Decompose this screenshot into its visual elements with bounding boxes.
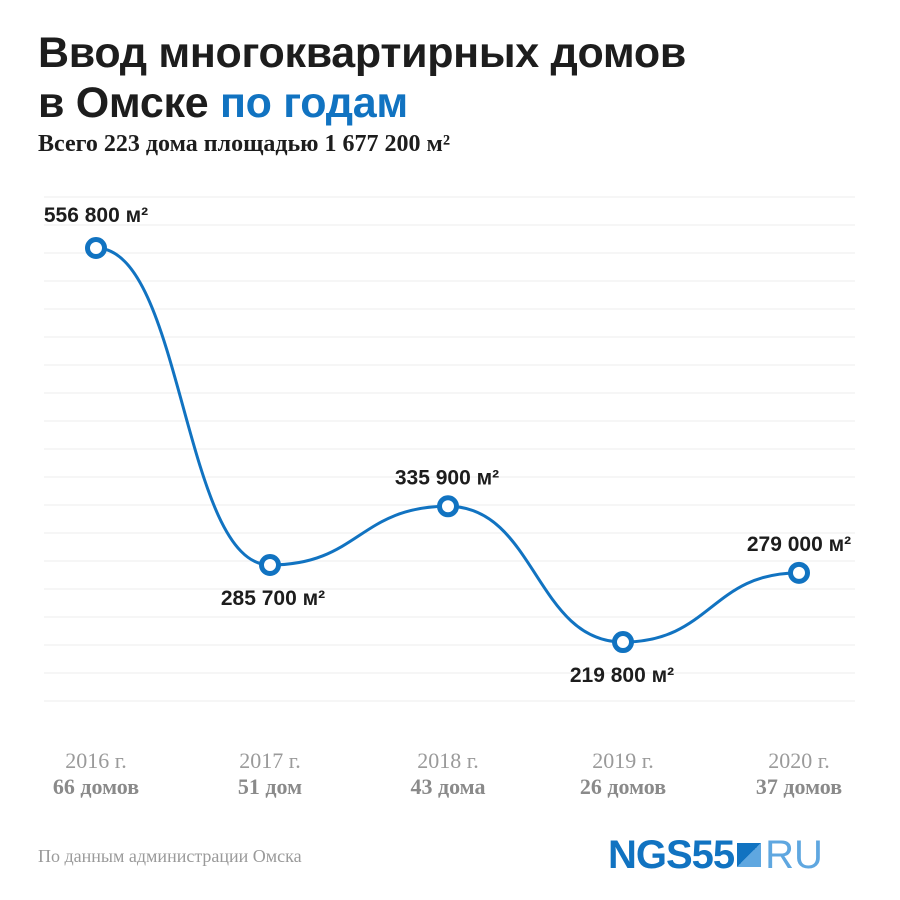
x-tick-year: 2019 г.: [592, 748, 654, 773]
chart-title: Ввод многоквартирных домов в Омске по го…: [38, 28, 686, 128]
x-tick-houses: 43 дома: [410, 774, 485, 799]
ngs55-logo[interactable]: NGS55 RU: [608, 833, 823, 877]
series-line: [95, 246, 800, 644]
x-tick-year: 2020 г.: [768, 748, 830, 773]
value-label: 556 800 м²: [44, 204, 148, 227]
value-label: 279 000 м²: [747, 533, 851, 556]
x-tick-year: 2018 г.: [417, 748, 479, 773]
data-point-4: [612, 631, 634, 654]
data-point-1: [85, 237, 107, 259]
data-points: [85, 237, 810, 654]
data-point-5: [788, 561, 810, 584]
logo-square-icon: [737, 843, 762, 867]
value-label: 285 700 м²: [221, 587, 325, 610]
value-labels: 556 800 м² 285 700 м² 335 900 м² 219 800 м²…: [44, 204, 851, 687]
title-line-2: в Омске: [38, 79, 209, 127]
x-tick-houses: 51 дом: [238, 774, 302, 799]
value-label: 335 900 м²: [395, 466, 499, 489]
value-label: 219 800 м²: [570, 664, 674, 687]
chart-subtitle: Всего 223 дома площадью 1 677 200 м²: [38, 131, 451, 157]
x-axis-labels: 2016 г.66 домов 2017 г.51 дом 2018 г.43 до…: [53, 748, 842, 799]
gridlines: [44, 196, 855, 702]
logo-brand: NGS55: [608, 833, 735, 877]
logo-domain: RU: [765, 833, 823, 877]
x-tick-houses: 37 домов: [756, 774, 842, 799]
x-tick-houses: 26 домов: [580, 774, 666, 799]
x-tick-houses: 66 домов: [53, 774, 139, 799]
x-tick-year: 2017 г.: [239, 748, 301, 773]
title-accent: по годам: [219, 79, 408, 127]
source-note: По данным администрации Омска: [38, 846, 302, 866]
data-point-3: [437, 495, 459, 518]
title-line-1: Ввод многоквартирных домов: [38, 29, 686, 77]
data-point-2: [259, 554, 281, 576]
x-tick-year: 2016 г.: [65, 748, 127, 773]
